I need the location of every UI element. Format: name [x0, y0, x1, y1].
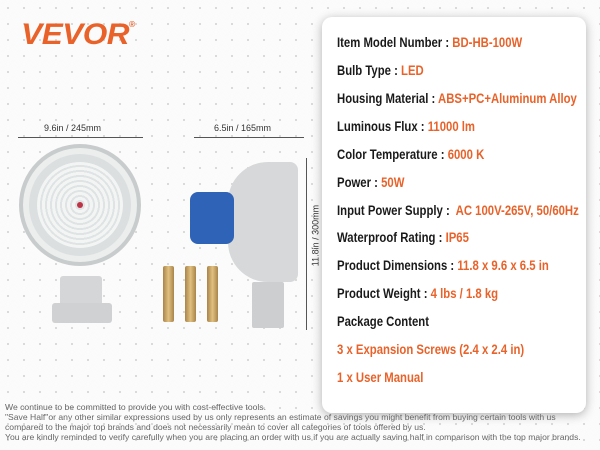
package-item: 3 x Expansion Screws (2.4 x 2.4 in)	[337, 342, 525, 357]
side-mount-bracket	[252, 282, 284, 328]
side-height-label: 11.8in / 300mm	[310, 204, 321, 267]
spec-power: Power : 50W	[337, 175, 405, 190]
spec-flux: Luminous Flux : 11000 lm	[337, 119, 476, 134]
disclaimer-line: You are kindly reminded to verify carefu…	[5, 432, 581, 442]
expansion-screw-image	[207, 266, 218, 322]
side-depth-label: 6.5in / 165mm	[214, 123, 272, 133]
spec-panel: Item Model Number : BD-HB-100W Bulb Type…	[322, 17, 586, 413]
front-width-line	[18, 137, 143, 138]
side-height-line	[306, 158, 307, 330]
spec-input-power: Input Power Supply : AC 100V-265V, 50/60…	[337, 203, 579, 218]
registered-mark: ®	[128, 20, 135, 29]
spec-bulb-type: Bulb Type : LED	[337, 63, 424, 78]
lamp-side-image	[228, 162, 298, 282]
expansion-screw-image	[163, 266, 174, 322]
logo-text: VEVOR	[21, 18, 129, 51]
front-mount-base	[52, 303, 112, 323]
spec-color-temp: Color Temperature : 6000 K	[337, 147, 485, 162]
spec-weight: Product Weight : 4 lbs / 1.8 kg	[337, 286, 499, 301]
spec-model: Item Model Number : BD-HB-100W	[337, 35, 523, 50]
front-width-label: 9.6in / 245mm	[44, 123, 102, 133]
package-item: 1 x User Manual	[337, 370, 424, 385]
side-depth-line	[194, 137, 304, 138]
package-title: Package Content	[337, 314, 430, 329]
lamp-sensor	[77, 202, 83, 208]
lamp-lens	[37, 162, 123, 248]
lamp-front-image	[19, 144, 141, 266]
lamp-side-connector	[190, 192, 234, 244]
disclaimer-line: compared to the major top brands and doe…	[5, 422, 426, 432]
spec-dimensions: Product Dimensions : 11.8 x 9.6 x 6.5 in	[337, 258, 549, 273]
disclaimer-line: We continue to be committed to provide y…	[5, 402, 266, 412]
vevor-logo: VEVOR®	[21, 18, 135, 52]
disclaimer-line: "Save Half"or any other similar expressi…	[5, 412, 556, 422]
expansion-screw-image	[185, 266, 196, 322]
spec-housing: Housing Material : ABS+PC+Aluminum Alloy	[337, 91, 577, 106]
spec-waterproof: Waterproof Rating : IP65	[337, 230, 469, 245]
